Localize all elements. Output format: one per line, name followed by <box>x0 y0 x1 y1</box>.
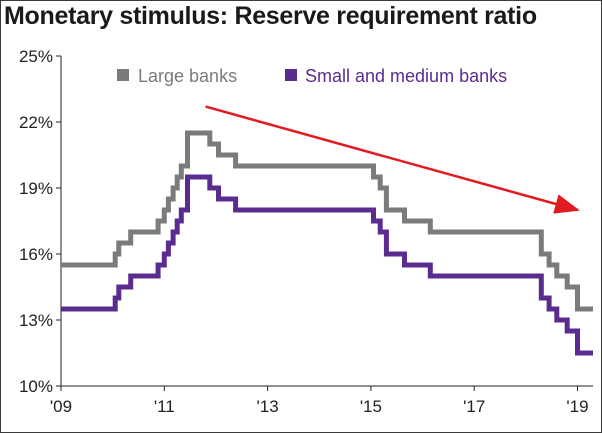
annotations <box>205 105 580 214</box>
y-tick-label: 22% <box>19 113 53 132</box>
legend-swatch-large-banks <box>117 69 129 81</box>
y-tick-label: 19% <box>19 179 53 198</box>
x-tick-label: '13 <box>257 397 279 416</box>
series-line-large-banks <box>61 130 593 312</box>
x-tick-label: '19 <box>566 397 588 416</box>
legend-label-small-medium-banks: Small and medium banks <box>305 66 507 86</box>
chart-title: Monetary stimulus: Reserve requirement r… <box>4 2 537 30</box>
trend-arrow <box>205 105 580 214</box>
series-line-small-medium-banks <box>61 174 593 356</box>
y-tick-label: 13% <box>19 311 53 330</box>
x-tick-label: '11 <box>154 397 175 416</box>
x-tick-label: '17 <box>463 397 485 416</box>
x-tick-label: '09 <box>50 397 72 416</box>
legend-label-large-banks: Large banks <box>138 66 237 86</box>
series-lines <box>61 130 593 356</box>
axes: 10% 13% 16% 19% 22% 25% '09 '11 '13 '15 '17 '19 <box>19 47 593 416</box>
y-tick-label: 10% <box>19 377 53 396</box>
y-tick-label: 16% <box>19 245 53 264</box>
legend-swatch-small-medium-banks <box>285 69 297 81</box>
x-tick-label: '15 <box>360 397 382 416</box>
y-tick-label: 25% <box>19 47 53 66</box>
legend: Large banks Small and medium banks <box>117 66 507 86</box>
